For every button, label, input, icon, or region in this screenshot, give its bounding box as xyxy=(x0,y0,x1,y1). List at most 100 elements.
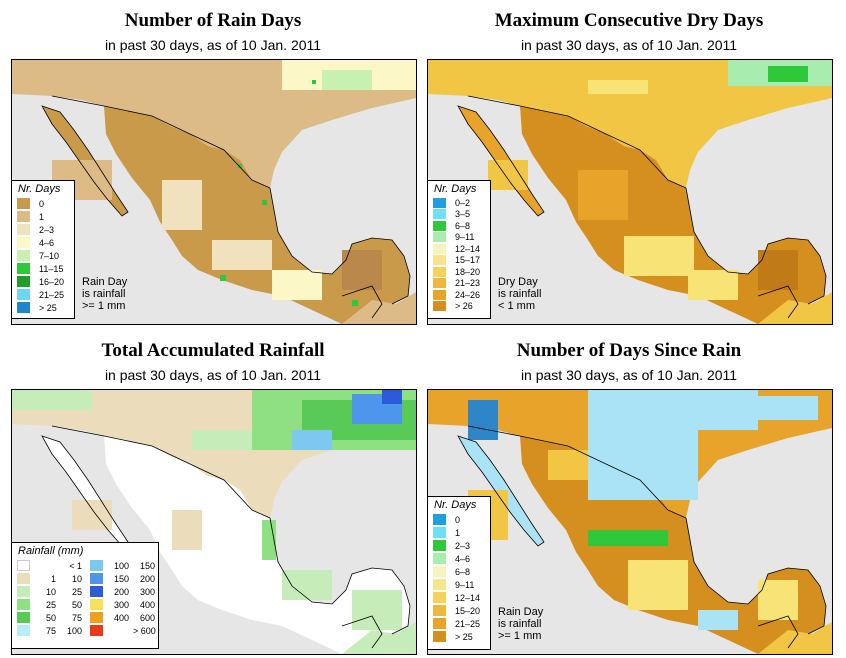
legend-swatch xyxy=(17,599,30,610)
legend-label: 21–25 xyxy=(455,618,481,629)
legend-swatch xyxy=(17,573,30,584)
legend-label: 21–25 xyxy=(39,289,65,300)
map-note: Dry Day is rainfall < 1 mm xyxy=(498,276,541,312)
legend-row: 0–2 xyxy=(428,197,490,209)
legend-title: Rainfall (mm) xyxy=(18,545,84,557)
note-line: is rainfall xyxy=(82,288,126,300)
map-dry-days xyxy=(427,59,833,325)
legend-high: 75 xyxy=(71,612,82,623)
note-line: < 1 mm xyxy=(498,300,535,312)
legend-label: 12–14 xyxy=(455,243,481,254)
legend-row: 9–11 xyxy=(428,578,490,591)
legend-row: 12–14 xyxy=(428,591,490,604)
legend-title: Nr. Days xyxy=(434,183,477,195)
borders xyxy=(457,95,827,319)
legend-low: 150 xyxy=(113,573,129,584)
legend-label: 10 25 xyxy=(34,587,82,597)
legend-label: 24–26 xyxy=(455,289,481,300)
legend-high: 100 xyxy=(66,625,82,636)
legend-label: 300 400 xyxy=(107,600,155,610)
legend-swatch xyxy=(433,514,446,525)
legend-label: 2–3 xyxy=(39,224,55,235)
legend-row: 7–10 xyxy=(12,249,74,262)
note-line: >= 1 mm xyxy=(82,300,126,312)
legend-row: 24–26 xyxy=(428,289,490,301)
panel-title: Total Accumulated Rainfall xyxy=(101,340,325,361)
legend-swatch xyxy=(17,289,30,300)
panel-title: Number of Rain Days xyxy=(124,10,302,31)
legend-row: 15–17 xyxy=(428,255,490,267)
legend-label: 21–23 xyxy=(455,278,481,289)
legend-low: 200 xyxy=(113,586,129,597)
legend-row: 50 75 xyxy=(12,611,85,624)
legend-row: 11–15 xyxy=(12,262,74,275)
panel-dry-days: Maximum Consecutive Dry Days in past 30 … xyxy=(424,6,834,326)
legend-label: 75 100 xyxy=(34,626,82,636)
legend-row: 200 300 xyxy=(85,585,158,598)
legend-swatch xyxy=(433,255,446,266)
map-svg xyxy=(428,390,832,654)
panel-rain-days: Number of Rain Days in past 30 days, as … xyxy=(8,6,418,326)
legend-label: 6–8 xyxy=(455,566,471,577)
legend-row: 16–20 xyxy=(12,275,74,288)
panel-subtitle: in past 30 days, as of 10 Jan. 2011 xyxy=(104,37,322,53)
legend-swatch xyxy=(433,553,446,564)
legend-low: 400 xyxy=(113,612,129,623)
legend-high: 150 xyxy=(139,560,155,571)
legend-high: > 600 xyxy=(133,625,156,636)
panel-subtitle: in past 30 days, as of 10 Jan. 2011 xyxy=(520,367,738,383)
panel-subtitle: in past 30 days, as of 10 Jan. 2011 xyxy=(520,37,738,53)
legend-row: 21–23 xyxy=(428,278,490,290)
legend-label: 0 xyxy=(39,198,45,209)
legend-swatch xyxy=(90,586,103,597)
legend-label: 400 600 xyxy=(107,613,155,623)
note-line: is rainfall xyxy=(498,618,542,630)
legend-swatch xyxy=(17,276,30,287)
pattern-patches xyxy=(52,60,416,306)
legend-low: 25 xyxy=(45,599,56,610)
note-line: Rain Day xyxy=(498,606,544,618)
legend-high: 25 xyxy=(71,586,82,597)
legend-swatch xyxy=(433,266,446,277)
legend-swatch xyxy=(433,278,446,289)
legend-swatch xyxy=(433,592,446,603)
legend-swatch xyxy=(433,527,446,538)
note-line: Rain Day xyxy=(82,276,128,288)
legend-row: 100 150 xyxy=(85,559,158,572)
legend-label: 15–20 xyxy=(455,605,481,616)
legend-row: > 600 xyxy=(85,624,158,637)
legend-low: 100 xyxy=(113,560,129,571)
legend-swatch xyxy=(17,198,30,209)
legend-row: 400 600 xyxy=(85,611,158,624)
legend-row: > 25 xyxy=(12,301,74,314)
note-line: is rainfall xyxy=(498,288,542,300)
legend-swatch xyxy=(433,289,446,300)
legend-row: 10 25 xyxy=(12,585,85,598)
legend-swatch xyxy=(90,612,103,623)
legend-row: 15–20 xyxy=(428,604,490,617)
legend-label: 25 50 xyxy=(34,600,82,610)
legend-row: 300 400 xyxy=(85,598,158,611)
legend-swatch xyxy=(433,220,446,231)
map-accumulated-rainfall xyxy=(11,389,417,655)
legend-label: 16–20 xyxy=(39,276,65,287)
legend-row: 9–11 xyxy=(428,232,490,244)
legend-row: 150 200 xyxy=(85,572,158,585)
legend-label: 4–6 xyxy=(39,237,55,248)
legend-swatch xyxy=(433,197,446,208)
legend-swatch xyxy=(433,243,446,254)
legend-row: 0 xyxy=(428,513,490,526)
legend-swatch xyxy=(90,625,103,636)
legend-dry-days: Nr. Days 0–2 3–5 6–8 9–11 12–14 15–17 18… xyxy=(427,180,491,319)
legend-row: 2–3 xyxy=(12,223,74,236)
legend-swatch xyxy=(17,586,30,597)
legend-swatch xyxy=(17,224,30,235)
legend-row: 6–8 xyxy=(428,220,490,232)
pattern-patches xyxy=(488,60,832,300)
legend-label: 2–3 xyxy=(455,540,471,551)
legend-column-right: 100 150 150 200 200 300 300 400 400 600 > 600 xyxy=(85,559,158,637)
map-note: Rain Day is rainfall >= 1 mm xyxy=(82,276,127,312)
legend-label: > 600 xyxy=(107,625,156,636)
legend-row: > 26 xyxy=(428,301,490,313)
legend-title: Nr. Days xyxy=(18,183,61,195)
